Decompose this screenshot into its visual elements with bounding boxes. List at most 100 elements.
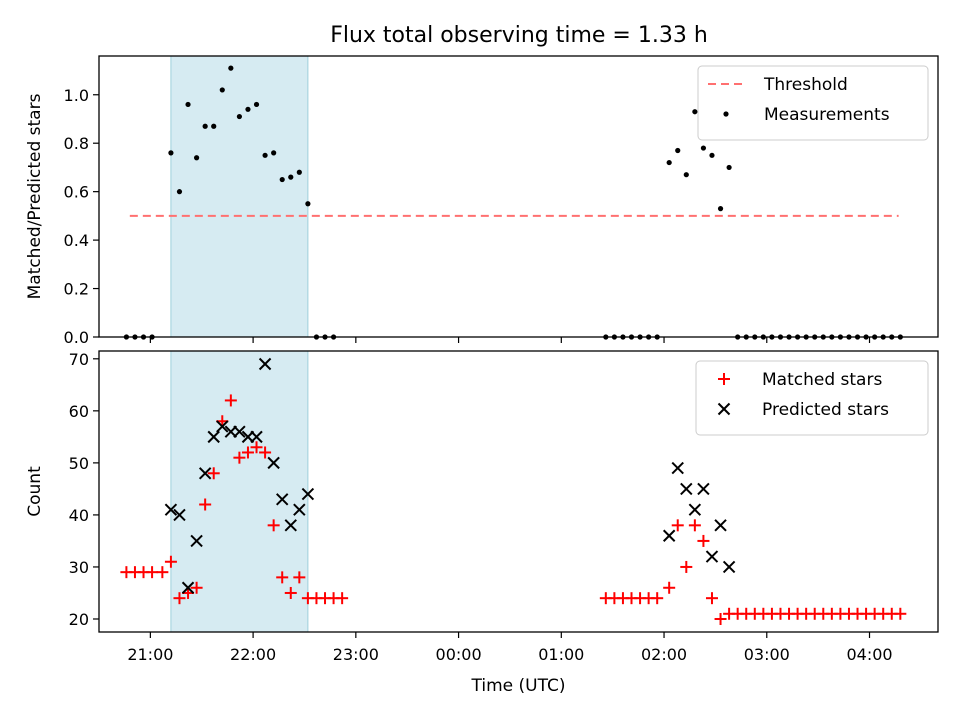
matched-stars-point (336, 592, 349, 605)
predicted-stars-point (697, 482, 710, 496)
y-axis-label: Matched/Predicted stars (25, 93, 45, 299)
observing-span (170, 350, 309, 633)
matched-stars-point (671, 519, 684, 532)
matched-stars-point (207, 467, 220, 480)
measurements-point (202, 123, 208, 129)
legend-label-predicted-stars: Predicted stars (762, 400, 889, 420)
matched-stars-point (680, 560, 693, 573)
legend-box (695, 360, 929, 436)
measurements-point (717, 206, 724, 212)
legend-swatch-matched-stars (718, 373, 730, 385)
predicted-stars-point (276, 493, 289, 506)
measurements-point (700, 145, 707, 151)
measurements-point (692, 109, 698, 115)
predicted-stars-point (705, 550, 719, 563)
matched-stars-point (267, 519, 280, 532)
y-tick-label: 0.8 (64, 134, 89, 153)
y-tick-label: 0.4 (64, 231, 89, 250)
measurements-point (296, 169, 302, 175)
y-tick-label: 30 (69, 558, 89, 577)
matched-stars-point (241, 446, 254, 459)
legend-swatch-measurements (723, 111, 729, 117)
matched-stars-point (173, 592, 186, 605)
figure-title: Flux total observing time = 1.33 h (330, 23, 708, 48)
axes-frame (98, 350, 939, 633)
matched-stars-point (714, 612, 727, 625)
matched-stars-point (894, 607, 907, 620)
y-tick-label: 70 (69, 350, 89, 369)
matched-stars-point (199, 498, 212, 511)
matched-stars-point (224, 394, 237, 407)
predicted-stars-point (216, 420, 229, 433)
bottom-panel: 20 30 40 50 60 70 21:00 22:00 23:00 00:00 01:00 02:… (25, 350, 939, 696)
matched-stars-point (293, 571, 306, 584)
x-tick-label: 03:00 (744, 645, 790, 664)
matched-stars-point (663, 581, 676, 594)
measurements-point (236, 113, 243, 120)
measurements-point (219, 87, 225, 93)
matched-stars-point (276, 571, 289, 584)
measurements-point (193, 155, 200, 161)
x-tick-label: 01:00 (538, 645, 584, 664)
y-tick-label: 1.0 (64, 86, 89, 105)
x-tick-label: 21:00 (127, 645, 173, 664)
predicted-stars-point (267, 456, 280, 470)
predicted-stars-point (198, 467, 212, 480)
legend-label-matched-stars: Matched stars (762, 370, 882, 390)
measurements-point (279, 176, 285, 183)
measurements-point (185, 101, 191, 108)
predicted-stars-point (284, 519, 297, 532)
measurements-point (245, 106, 251, 112)
measurements-point (228, 65, 234, 71)
measurements-point (666, 159, 672, 166)
predicted-stars-point (250, 430, 263, 444)
measurements-point (683, 172, 689, 178)
measurements-point (305, 201, 311, 207)
measurements-point (709, 152, 715, 158)
x-tick-label: 00:00 (436, 645, 482, 664)
matched-stars-point (688, 519, 701, 532)
matched-stars-point (233, 451, 246, 464)
y-tick-label: 60 (69, 402, 89, 421)
legend-box (697, 65, 929, 141)
legend-label-threshold: Threshold (763, 75, 848, 95)
measurements-point (675, 147, 681, 154)
matched-stars-point (705, 592, 718, 605)
matched-stars-point (651, 592, 664, 605)
matched-stars-point (146, 566, 159, 579)
axes-frame (98, 55, 939, 338)
predicted-stars-point (714, 519, 727, 532)
predicted-stars-point (258, 357, 272, 371)
matched-stars-point (164, 555, 177, 568)
predicted-stars-point (190, 534, 203, 548)
measurements-point (253, 101, 260, 108)
predicted-stars-point (293, 503, 306, 516)
measurements-point (168, 150, 174, 156)
predicted-stars-point (207, 430, 220, 444)
predicted-stars-point (722, 560, 736, 574)
measurements-point (288, 174, 294, 180)
matched-stars-point (259, 446, 272, 459)
predicted-stars-point (181, 581, 195, 594)
predicted-stars-point (164, 503, 178, 516)
matched-stars-point (284, 586, 297, 599)
predicted-stars-point (173, 508, 186, 522)
legend-label-measurements: Measurements (764, 105, 890, 125)
x-axis-label: Time (UTC) (471, 676, 566, 696)
x-tick-label: 04:00 (846, 645, 892, 664)
predicted-stars-point (671, 461, 684, 475)
y-tick-label: 20 (69, 610, 89, 629)
measurements-point (262, 152, 268, 158)
matched-stars-point (190, 581, 203, 594)
y-tick-label: 0.0 (64, 328, 89, 347)
matched-stars-point (156, 566, 169, 579)
predicted-stars-point (680, 482, 693, 496)
measurements-point (211, 123, 217, 129)
matched-stars-point (250, 441, 263, 454)
x-tick-label: 22:00 (230, 645, 276, 664)
predicted-stars-point (688, 503, 702, 516)
measurements-point (726, 164, 732, 171)
y-tick-label: 50 (69, 454, 89, 473)
